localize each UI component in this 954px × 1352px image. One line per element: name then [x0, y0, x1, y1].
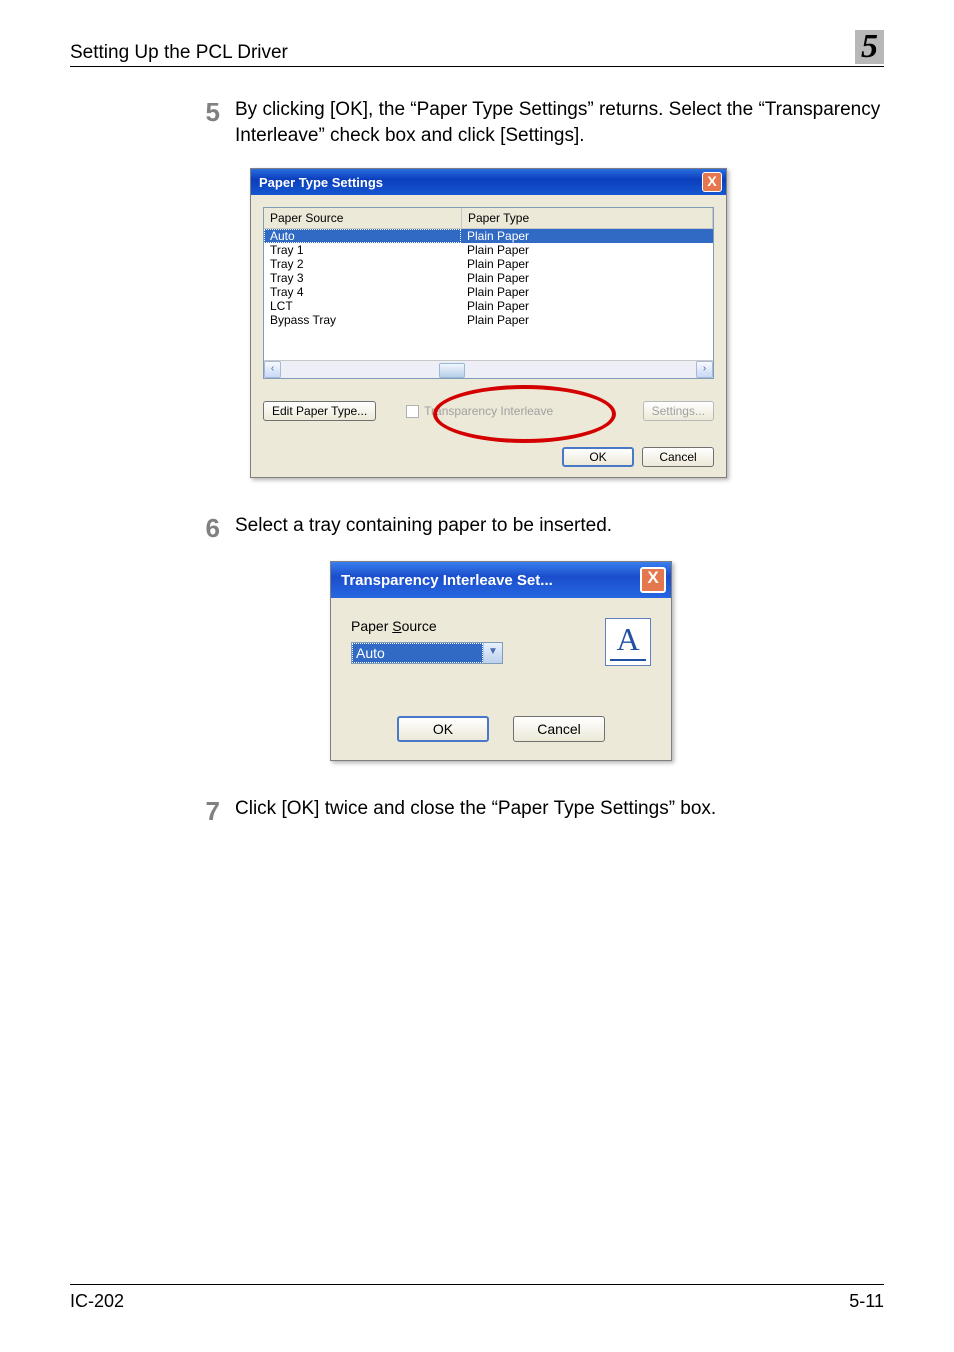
cell-source: Auto — [264, 229, 461, 243]
list-item[interactable]: Bypass TrayPlain Paper — [264, 313, 713, 327]
step-text: By clicking [OK], the “Paper Type Settin… — [235, 97, 884, 148]
list-item[interactable]: Tray 2Plain Paper — [264, 257, 713, 271]
paper-list[interactable]: Paper Source Paper Type AutoPlain PaperT… — [263, 207, 714, 379]
cell-type: Plain Paper — [461, 271, 713, 285]
checkbox-icon[interactable] — [406, 405, 419, 418]
transparency-interleave-checkbox[interactable]: Transparency Interleave — [406, 404, 553, 418]
header-title: Setting Up the PCL Driver — [70, 42, 288, 64]
dialog-transparency-interleave: Transparency Interleave Set... X Paper S… — [330, 561, 884, 761]
step-number: 5 — [180, 97, 220, 125]
list-item[interactable]: AutoPlain Paper — [264, 229, 713, 243]
footer-left: IC-202 — [70, 1291, 124, 1312]
cell-type: Plain Paper — [461, 257, 713, 271]
ok-button[interactable]: OK — [562, 447, 634, 467]
scroll-left-icon[interactable]: ‹ — [264, 361, 281, 378]
horizontal-scrollbar[interactable]: ‹ › — [264, 360, 713, 378]
step-text: Click [OK] twice and close the “Paper Ty… — [235, 796, 716, 822]
step-number: 7 — [180, 796, 220, 824]
cancel-button[interactable]: Cancel — [513, 716, 605, 742]
select-value: Auto — [352, 643, 483, 663]
step-text: Select a tray containing paper to be ins… — [235, 513, 612, 539]
cell-type: Plain Paper — [461, 299, 713, 313]
close-icon[interactable]: X — [702, 172, 722, 192]
chapter-number: 5 — [855, 30, 884, 64]
titlebar[interactable]: Paper Type Settings X — [251, 169, 726, 195]
list-header: Paper Source Paper Type — [264, 208, 713, 229]
list-item[interactable]: Tray 4Plain Paper — [264, 285, 713, 299]
list-item[interactable]: Tray 1Plain Paper — [264, 243, 713, 257]
cancel-button[interactable]: Cancel — [642, 447, 714, 467]
step-5: 5 By clicking [OK], the “Paper Type Sett… — [180, 97, 884, 148]
cell-type: Plain Paper — [461, 313, 713, 327]
close-icon[interactable]: X — [640, 567, 666, 593]
col-paper-source[interactable]: Paper Source — [264, 208, 462, 229]
dialog-paper-type-settings: Paper Type Settings X Paper Source Paper… — [250, 168, 884, 478]
settings-button: Settings... — [643, 401, 714, 421]
cell-source: Tray 1 — [264, 243, 461, 257]
checkbox-text: Transparency Interleave — [424, 404, 553, 418]
step-6: 6 Select a tray containing paper to be i… — [180, 513, 884, 541]
paper-icon: A — [605, 618, 651, 666]
page-footer: IC-202 5-11 — [70, 1284, 884, 1312]
cell-type: Plain Paper — [461, 285, 713, 299]
step-number: 6 — [180, 513, 220, 541]
scroll-thumb[interactable] — [439, 363, 465, 378]
cell-source: Tray 2 — [264, 257, 461, 271]
col-paper-type[interactable]: Paper Type — [462, 208, 713, 229]
page-header: Setting Up the PCL Driver 5 — [70, 30, 884, 67]
cell-source: Bypass Tray — [264, 313, 461, 327]
cell-type: Plain Paper — [461, 243, 713, 257]
paper-source-label: Paper Source — [351, 618, 503, 634]
scroll-right-icon[interactable]: › — [696, 361, 713, 378]
chevron-down-icon[interactable]: ▼ — [483, 643, 502, 663]
edit-paper-type-button[interactable]: Edit Paper Type... — [263, 401, 376, 421]
cell-source: LCT — [264, 299, 461, 313]
cell-source: Tray 4 — [264, 285, 461, 299]
titlebar[interactable]: Transparency Interleave Set... X — [331, 562, 671, 598]
list-item[interactable]: LCTPlain Paper — [264, 299, 713, 313]
cell-type: Plain Paper — [461, 229, 713, 243]
paper-source-select[interactable]: Auto ▼ — [351, 642, 503, 664]
step-7: 7 Click [OK] twice and close the “Paper … — [180, 796, 884, 824]
dialog-title: Transparency Interleave Set... — [341, 572, 553, 589]
list-item[interactable]: Tray 3Plain Paper — [264, 271, 713, 285]
cell-source: Tray 3 — [264, 271, 461, 285]
ok-button[interactable]: OK — [397, 716, 489, 742]
dialog-title: Paper Type Settings — [259, 175, 383, 190]
footer-right: 5-11 — [849, 1291, 884, 1312]
